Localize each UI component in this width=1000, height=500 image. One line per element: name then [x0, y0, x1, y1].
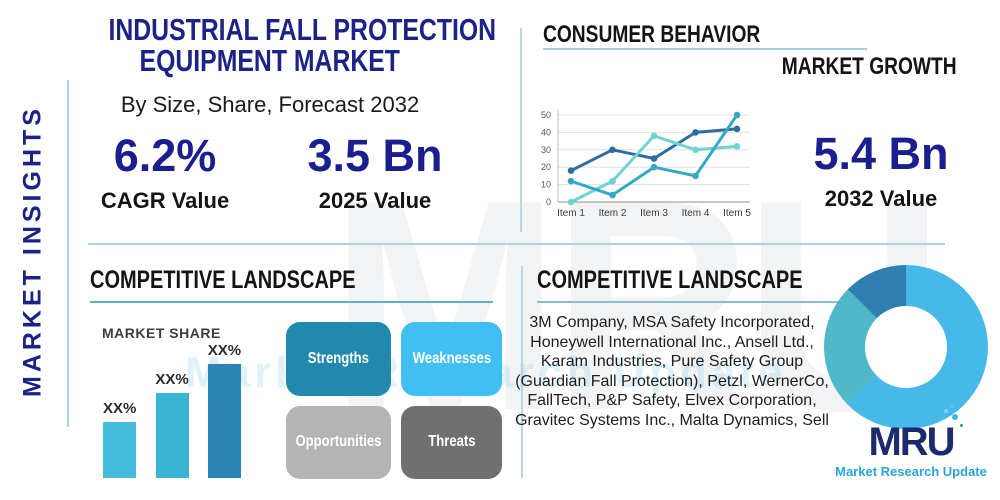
- logo-splash-icon: [951, 414, 958, 420]
- series-teal-marker: [692, 172, 699, 180]
- consumer-behavior-line-chart: 0 10 20 30 40 50 Item 1 Item 2 Item 3 Item 4 Item …: [526, 105, 758, 225]
- series-light-aqua-marker: [692, 146, 699, 154]
- value-2025: 3.5 Bn: [307, 130, 443, 181]
- series-teal-line: [569, 113, 739, 197]
- series-teal-marker: [567, 177, 575, 185]
- x-tick-label: Item 2: [599, 208, 627, 219]
- series-light-aqua-marker: [733, 143, 741, 150]
- y-tick-label: 10: [541, 180, 551, 190]
- competitive-landscape-left-heading: COMPETITIVE LANDSCAPE: [90, 266, 356, 294]
- y-tick-label: 20: [541, 162, 551, 172]
- page-subtitle: By Size, Share, Forecast 2032: [120, 92, 420, 117]
- logo-splash-icon: [943, 409, 948, 413]
- value-2025-label: 2025 Value: [318, 188, 432, 213]
- logo-text: MRU: [868, 404, 963, 464]
- value-2025-stat: 3.5 Bn 2025 Value: [270, 130, 480, 214]
- logo-splash-icon: [959, 424, 963, 427]
- page-title-line2: EQUIPMENT MARKET: [139, 43, 401, 78]
- series-dark-blue-marker: [692, 129, 699, 136]
- bar-label: XX%: [155, 371, 189, 388]
- x-tick-label: Item 5: [723, 208, 751, 219]
- x-tick-label: Item 1: [557, 208, 585, 219]
- market-growth-heading: MARKET GROWTH: [782, 53, 957, 80]
- swot-opportunities-label: Opportunities: [295, 433, 382, 451]
- page-title: INDUSTRIAL FALL PROTECTION EQUIPMENT MAR…: [60, 14, 496, 78]
- series-light-aqua-marker: [609, 177, 616, 185]
- x-tick-label: Item 4: [682, 208, 710, 219]
- bar-label: XX%: [103, 399, 137, 417]
- market-share-bar-chart: XX% XX% XX%: [103, 338, 255, 478]
- vertical-divider-bottom: [521, 266, 523, 478]
- bar-rect: [155, 393, 189, 478]
- swot-weaknesses-label: Weaknesses: [412, 349, 491, 367]
- series-dark-blue-marker: [609, 146, 616, 154]
- swot-strengths-label: Strengths: [307, 349, 370, 367]
- swot-strengths-box: Strengths: [286, 322, 391, 396]
- swot-threats-label: Threats: [427, 433, 476, 451]
- y-tick-label: 50: [541, 110, 551, 120]
- series-light-aqua-marker: [567, 198, 575, 206]
- page-title-line1: INDUSTRIAL FALL PROTECTION: [108, 12, 497, 47]
- donut-hole: [865, 306, 947, 388]
- bar-rect: [103, 421, 137, 478]
- competitive-landscape-right-underline: [537, 301, 869, 303]
- x-tick-label: Item 3: [640, 208, 668, 219]
- cagr-stat: 6.2% CAGR Value: [60, 130, 270, 214]
- series-light-aqua-marker: [650, 132, 658, 140]
- bar-item: XX%: [208, 342, 241, 478]
- y-tick-label: 30: [541, 145, 551, 155]
- series-teal-marker: [609, 191, 616, 199]
- cagr-label: CAGR Value: [100, 188, 230, 213]
- bar-label: XX%: [207, 342, 242, 360]
- swot-grid: Strengths Weaknesses Opportunities Threa…: [286, 322, 502, 479]
- value-2032: 5.4 Bn: [813, 128, 949, 179]
- value-2032-stat: 5.4 Bn 2032 Value: [800, 128, 962, 212]
- y-tick-label: 0: [546, 197, 551, 207]
- swot-opportunities-box: Opportunities: [286, 405, 391, 479]
- series-dark-blue-marker: [650, 155, 658, 162]
- series-dark-blue-marker: [733, 125, 741, 133]
- series-teal-marker: [733, 111, 741, 119]
- logo-tagline: Market Research Update: [835, 464, 987, 479]
- bar-rect: [207, 364, 241, 478]
- swot-weaknesses-box: Weaknesses: [400, 322, 502, 396]
- swot-threats-box: Threats: [400, 405, 502, 479]
- logo-splash-icon: [949, 404, 954, 408]
- y-tick-label: 40: [541, 127, 551, 137]
- horizontal-divider: [88, 243, 945, 245]
- consumer-behavior-heading: CONSUMER BEHAVIOR: [543, 21, 761, 48]
- competitive-landscape-left-underline: [90, 301, 493, 303]
- vertical-divider-top: [520, 28, 522, 232]
- sidebar-vertical-label: MARKET INSIGHTS: [18, 105, 47, 397]
- brand-logo: MRU Market Research Update: [830, 404, 992, 479]
- series-dark-blue-marker: [567, 167, 575, 174]
- cagr-value: 6.2%: [113, 130, 217, 181]
- companies-list: 3M Company, MSA Safety Incorporated, Hon…: [515, 314, 829, 429]
- bar-item: XX%: [103, 400, 136, 478]
- sidebar-accent-line: [67, 80, 69, 427]
- consumer-behavior-underline: [543, 48, 867, 50]
- competitive-landscape-right-heading: COMPETITIVE LANDSCAPE: [537, 266, 803, 294]
- series-teal-marker: [650, 163, 658, 171]
- stats-row: 6.2% CAGR Value 3.5 Bn 2025 Value: [60, 130, 480, 214]
- market-share-label: MARKET SHARE: [102, 325, 221, 341]
- line-chart-svg: 0 10 20 30 40 50 Item 1 Item 2 Item 3 Item 4 Item …: [541, 110, 751, 219]
- value-2032-label: 2032 Value: [824, 186, 938, 211]
- bar-item: XX%: [155, 371, 189, 478]
